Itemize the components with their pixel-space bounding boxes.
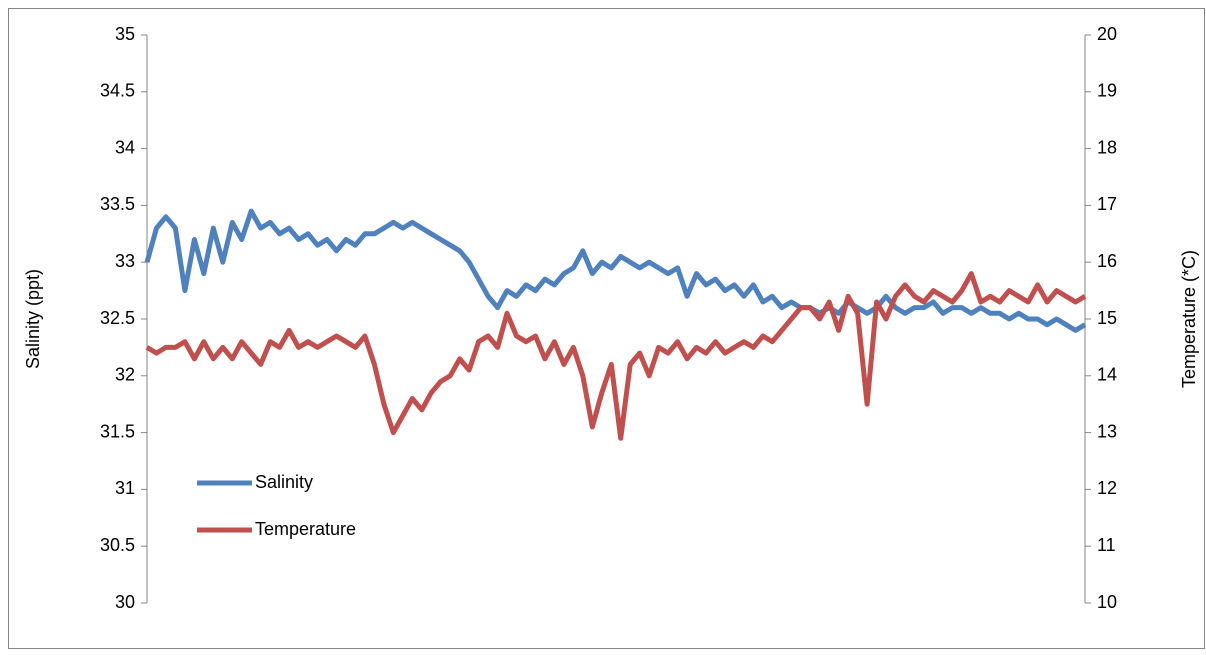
y2-tick-label: 15	[1097, 308, 1117, 328]
y-tick-label: 33.5	[100, 194, 135, 214]
chart-border	[8, 8, 1205, 649]
y-tick-label: 32.5	[100, 308, 135, 328]
series-line	[144, 208, 1087, 333]
y2-tick-label: 20	[1097, 24, 1117, 44]
y-tick-label: 31.5	[100, 421, 135, 441]
y2-tick-label: 10	[1097, 592, 1117, 612]
y2-tick-label: 16	[1097, 251, 1117, 271]
y2-tick-label: 14	[1097, 365, 1117, 385]
y2-axis-label: Temperature (*C)	[1179, 250, 1199, 388]
y-tick-label: 34.5	[100, 81, 135, 101]
legend-label: Salinity	[255, 472, 313, 492]
y-tick-label: 34	[115, 137, 135, 157]
y-tick-label: 30	[115, 592, 135, 612]
y2-tick-label: 19	[1097, 81, 1117, 101]
y-tick-label: 31	[115, 478, 135, 498]
series-line	[145, 271, 1087, 441]
y2-tick-label: 18	[1097, 137, 1117, 157]
y-tick-label: 33	[115, 251, 135, 271]
y2-tick-label: 17	[1097, 194, 1117, 214]
y-axis-label: Salinity (ppt)	[23, 269, 43, 369]
y2-tick-label: 13	[1097, 421, 1117, 441]
y2-tick-label: 12	[1097, 478, 1117, 498]
y-tick-label: 32	[115, 365, 135, 385]
legend-label: Temperature	[255, 519, 356, 539]
y-tick-label: 30.5	[100, 535, 135, 555]
y2-tick-label: 11	[1097, 535, 1116, 555]
y-tick-label: 35	[115, 24, 135, 44]
